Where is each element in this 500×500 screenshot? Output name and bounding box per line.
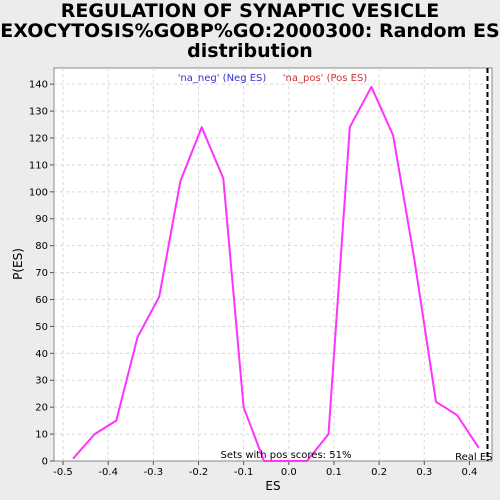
y-tick-label: 90 xyxy=(35,214,48,225)
chart-title-line-1: REGULATION OF SYNAPTIC VESICLE xyxy=(60,0,440,22)
y-tick-label: 110 xyxy=(29,160,48,171)
data-point xyxy=(222,177,225,180)
data-point xyxy=(115,419,118,422)
real-es-layer: Real ES xyxy=(455,68,492,463)
data-point xyxy=(370,86,373,88)
y-axis-label: P(ES) xyxy=(11,248,25,280)
data-point xyxy=(348,126,351,129)
data-point xyxy=(456,414,459,417)
x-tick-label: -0.3 xyxy=(144,467,164,478)
chart-title-line-2: EXOCYTOSIS%GOBP%GO:2000300: Random ES xyxy=(0,20,500,42)
x-tick-label: 0.0 xyxy=(281,467,297,478)
data-point xyxy=(242,406,245,408)
x-tick-label: -0.5 xyxy=(53,467,73,478)
data-point xyxy=(413,258,416,260)
y-tick-label: 20 xyxy=(35,403,48,414)
y-tick-label: 50 xyxy=(35,322,48,333)
x-tick-label: -0.1 xyxy=(234,467,254,478)
y-tick-label: 80 xyxy=(35,241,48,252)
x-tick-label: 0.2 xyxy=(371,467,387,478)
real-es-label: Real ES xyxy=(455,452,492,463)
x-tick-label: 0.3 xyxy=(416,467,432,478)
y-tick-label: 60 xyxy=(35,295,48,306)
y-tick-label: 10 xyxy=(35,430,48,441)
data-point xyxy=(136,336,139,338)
x-tick-label: 0.1 xyxy=(326,467,342,478)
y-tick-label: 100 xyxy=(29,187,48,198)
data-point xyxy=(392,134,394,137)
axes: 0 10 20 30 40 50 60 70 80 90 100 110 120 130 140 -0.5 -0… xyxy=(29,80,477,478)
y-tick-label: 140 xyxy=(29,80,48,91)
data-point xyxy=(435,400,437,403)
plot-area xyxy=(53,67,493,462)
x-axis-label: ES xyxy=(265,479,280,493)
legend-neg: 'na_neg' (Neg ES) xyxy=(178,73,267,84)
x-tick-label: -0.4 xyxy=(98,467,118,478)
series-layer xyxy=(72,85,480,462)
pos-scores-annotation: Sets with pos scores: 51% xyxy=(221,450,352,461)
data-point xyxy=(200,126,203,129)
data-point xyxy=(93,433,96,435)
x-tick-label: -0.2 xyxy=(189,467,209,478)
legend: 'na_neg' (Neg ES) 'na_pos' (Pos ES) xyxy=(178,73,368,84)
y-tick-label: 120 xyxy=(29,133,48,144)
data-point xyxy=(158,296,161,298)
data-point xyxy=(283,460,286,462)
chart-title: REGULATION OF SYNAPTIC VESICLE EXOCYTOSI… xyxy=(0,1,500,61)
y-tick-label: 70 xyxy=(35,268,48,279)
y-tick-label: 30 xyxy=(35,376,48,387)
data-point xyxy=(327,433,330,435)
y-tick-label: 130 xyxy=(29,107,48,118)
x-tick-label: 0.4 xyxy=(461,467,477,478)
data-point xyxy=(306,460,308,462)
data-point xyxy=(263,460,265,462)
data-point xyxy=(72,457,75,460)
legend-pos: 'na_pos' (Pos ES) xyxy=(283,73,368,84)
y-tick-label: 0 xyxy=(42,457,48,468)
data-point xyxy=(179,180,182,182)
chart-title-line-3: distribution xyxy=(187,40,313,62)
y-tick-label: 40 xyxy=(35,349,48,360)
series-line xyxy=(72,85,480,462)
grid xyxy=(54,68,492,461)
data-point xyxy=(477,446,480,449)
